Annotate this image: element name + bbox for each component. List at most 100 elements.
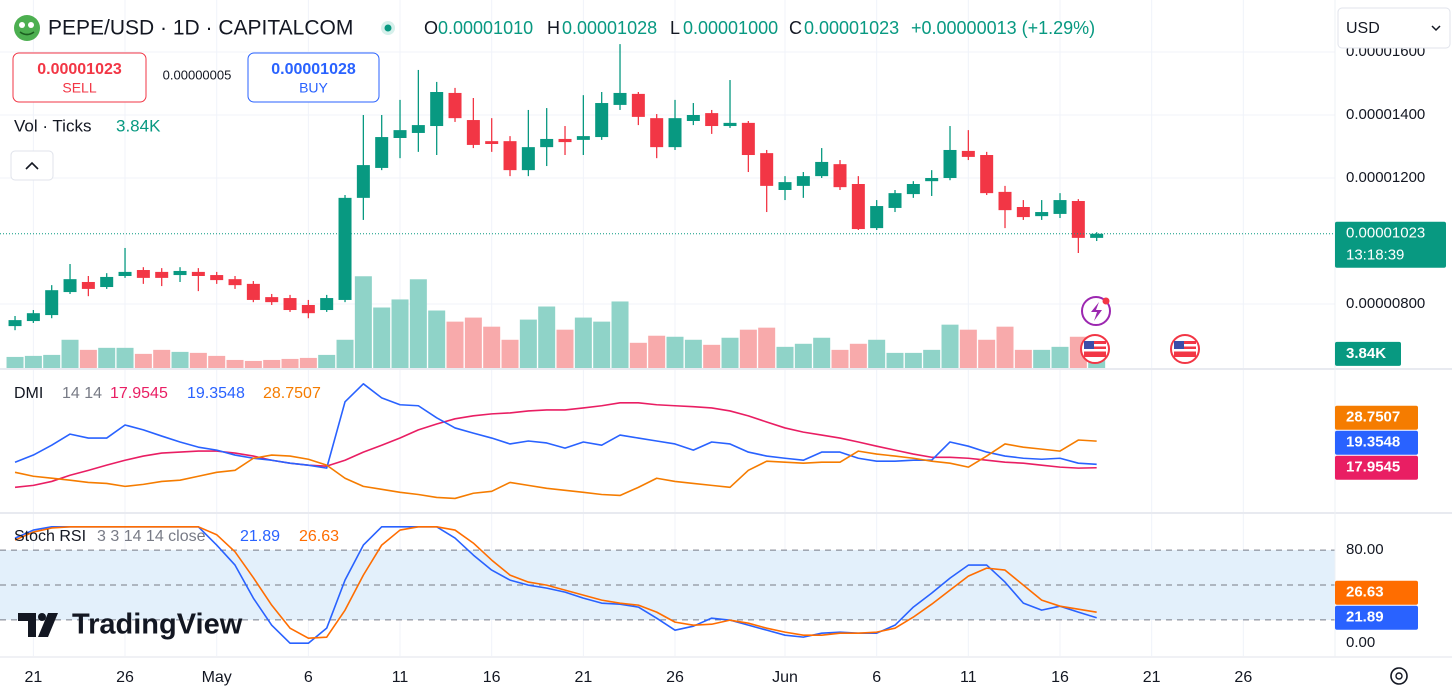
- volume-bar: [189, 352, 207, 368]
- candle-body: [815, 161, 829, 177]
- volume-bar: [574, 317, 592, 368]
- candle-body: [210, 275, 224, 281]
- logo-mark: [38, 613, 58, 637]
- volume-bar: [116, 347, 134, 368]
- y-tick-label: 0.00: [1346, 634, 1375, 651]
- volume-bar: [6, 356, 24, 368]
- value-tag: [1335, 405, 1418, 430]
- price-change: +0.00000013 (+1.29%): [911, 18, 1095, 38]
- candle-body: [320, 298, 334, 311]
- volume-bar: [776, 346, 794, 368]
- candle-body: [301, 304, 315, 314]
- y-tick-label: 0.00001200: [1346, 169, 1425, 186]
- candle-body: [485, 141, 499, 144]
- volume-bar: [171, 351, 189, 368]
- collapse-chevron: [25, 161, 39, 170]
- volume-bar: [538, 306, 556, 368]
- volume-bar: [428, 310, 446, 368]
- buy-price: 0.00001028: [271, 61, 356, 78]
- ohlc-value: 0.00001000: [683, 18, 778, 38]
- volume-bar: [391, 299, 409, 368]
- x-tick-label: 21: [574, 669, 592, 686]
- volume-bar: [24, 355, 42, 368]
- volume-bar: [758, 327, 776, 368]
- x-tick-label: 6: [872, 669, 881, 686]
- candle-body: [778, 182, 792, 190]
- event-flag-stripe: [1174, 349, 1196, 352]
- candle-body: [595, 103, 609, 138]
- volume-bar: [794, 343, 812, 368]
- event-flag[interactable]: [1080, 334, 1110, 364]
- volume-bar: [593, 321, 611, 368]
- volume-bar: [519, 319, 537, 368]
- event-flag-stripe: [1084, 344, 1106, 347]
- sell-price: 0.00001023: [37, 61, 122, 78]
- candle-body: [81, 281, 95, 289]
- candle-body: [558, 138, 572, 143]
- volume-bar: [721, 337, 739, 368]
- event-flag-stripe: [1084, 349, 1106, 352]
- settings-button[interactable]: [1390, 667, 1408, 685]
- x-tick-label: 26: [116, 669, 134, 686]
- event-flag-canton: [1174, 341, 1184, 349]
- event-icon-badge: [1102, 297, 1110, 305]
- value-tag-label: 21.89: [1346, 609, 1384, 626]
- stoch-params: 3 3 14 14 close: [97, 528, 206, 545]
- sell-button[interactable]: [12, 52, 147, 103]
- x-tick-label: 16: [1051, 669, 1069, 686]
- volume-bar: [373, 307, 391, 368]
- collapse-button[interactable]: [10, 150, 54, 181]
- indicator-line: [14, 401, 1097, 489]
- value-tag: [1335, 605, 1418, 630]
- value-tag-label: 26.63: [1346, 584, 1384, 601]
- stoch-title: Stoch RSI: [14, 528, 86, 545]
- candle-body: [796, 176, 810, 186]
- buy-button[interactable]: [247, 52, 380, 103]
- indicator-line: [14, 439, 1097, 500]
- candle-body: [723, 122, 737, 127]
- logo: TradingView: [18, 609, 243, 641]
- y-tick-label: 0.00000800: [1346, 295, 1425, 312]
- candle-body: [430, 92, 444, 127]
- countdown-label: 13:18:39: [1346, 247, 1404, 264]
- candle-body: [191, 271, 205, 276]
- candle-body: [668, 118, 682, 148]
- volume-bar: [831, 349, 849, 368]
- dmi-legend-value: 28.7507: [263, 385, 321, 402]
- x-tick-label: 6: [304, 669, 313, 686]
- volume-bar: [336, 339, 354, 368]
- candle-body: [943, 149, 957, 179]
- candle-body: [228, 279, 242, 286]
- candle-body: [833, 164, 847, 188]
- candle-body: [283, 298, 297, 311]
- candle-body: [1071, 201, 1085, 238]
- volume-bar: [501, 339, 519, 368]
- volume-bar: [611, 301, 629, 368]
- dmi-params: 14 14: [62, 385, 102, 402]
- volume-bar: [739, 329, 757, 368]
- volume-bar: [98, 347, 116, 368]
- candle-body: [650, 118, 664, 148]
- candle-body: [540, 138, 554, 148]
- currency-dropdown[interactable]: [1337, 7, 1451, 49]
- event-flag[interactable]: [1170, 334, 1200, 364]
- volume-bar: [409, 279, 427, 368]
- ohlc-key: C: [789, 18, 802, 38]
- symbol-title: PEPE/USD · 1D · CAPITALCOM: [48, 17, 353, 40]
- volume-bar: [904, 352, 922, 368]
- volume-bar: [244, 360, 262, 368]
- volume-box: [1335, 341, 1401, 366]
- candle-body: [888, 193, 902, 208]
- candle-body: [906, 184, 920, 195]
- logo-mark: [38, 613, 46, 621]
- volume-bar: [446, 321, 464, 368]
- candle-body: [1053, 200, 1067, 214]
- volume-bar: [978, 339, 996, 368]
- candle-body: [870, 206, 884, 229]
- candle-body: [155, 271, 169, 278]
- volume-bar: [648, 335, 666, 368]
- volume-bar: [1033, 349, 1051, 368]
- volume-bar: [1051, 346, 1069, 368]
- volume-bar: [959, 329, 977, 368]
- volume-bar: [464, 317, 482, 368]
